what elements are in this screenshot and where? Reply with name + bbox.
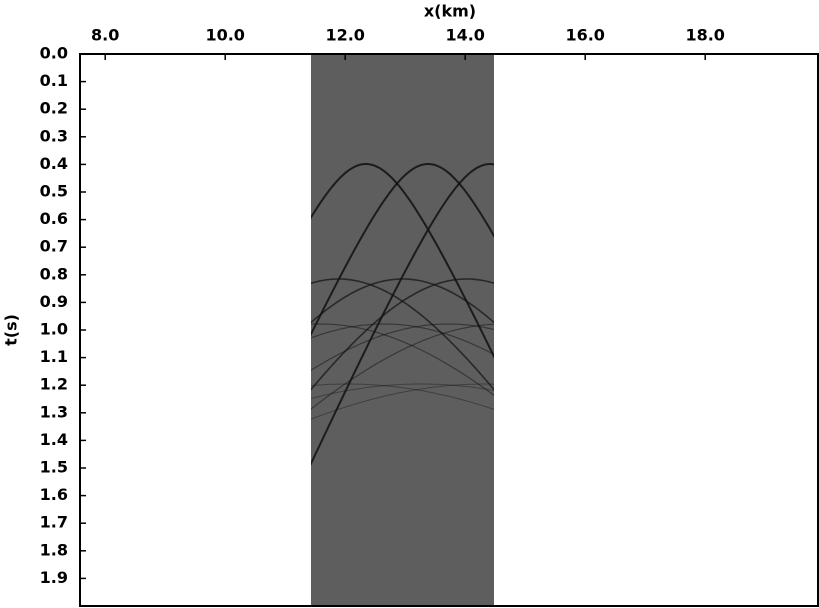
x-tick-label: 10.0 <box>205 26 244 45</box>
wavefront <box>311 163 494 466</box>
y-tick-label: 0.8 <box>40 264 68 283</box>
wavefields <box>311 163 494 466</box>
wavefront <box>311 383 494 400</box>
y-tick-label: 1.0 <box>40 320 68 339</box>
x-axis-label: x(km) <box>424 2 476 21</box>
y-tick-label: 1.8 <box>40 540 68 559</box>
y-tick-label: 0.2 <box>40 99 68 118</box>
y-tick-label: 0.9 <box>40 292 68 311</box>
y-tick-label: 1.6 <box>40 485 68 504</box>
wavefront <box>311 383 494 420</box>
y-tick-label: 0.3 <box>40 126 68 145</box>
wavefront <box>311 278 494 391</box>
y-tick-label: 0.1 <box>40 71 68 90</box>
y-tick-label: 0.0 <box>40 44 68 63</box>
y-tick-label: 0.7 <box>40 237 68 256</box>
wavefront <box>311 383 494 410</box>
y-tick-label: 0.6 <box>40 209 68 228</box>
image <box>311 54 494 579</box>
wavefront <box>311 323 494 410</box>
y-tick-label: 1.1 <box>40 347 68 366</box>
y-tick-label: 1.9 <box>40 568 68 587</box>
wavefront <box>311 323 494 371</box>
x-tick-label: 18.0 <box>685 26 724 45</box>
y-tick-label: 0.4 <box>40 154 68 173</box>
wavefront <box>311 323 494 356</box>
wavefront <box>311 163 494 359</box>
wavefront <box>311 323 494 396</box>
x-tick-label: 14.0 <box>445 26 484 45</box>
y-tick-label: 1.4 <box>40 430 68 449</box>
x-tick-label: 16.0 <box>565 26 604 45</box>
wavefront <box>311 163 494 337</box>
x-tick-label: 8.0 <box>91 26 119 45</box>
y-tick-label: 1.2 <box>40 375 68 394</box>
y-tick-label: 1.5 <box>40 458 68 477</box>
y-tick-label: 0.5 <box>40 182 68 201</box>
wavefront <box>311 278 494 324</box>
y-tick-label: 1.7 <box>40 513 68 532</box>
x-tick-label: 12.0 <box>325 26 364 45</box>
y-axis-label: t(s) <box>2 314 21 346</box>
y-tick-label: 1.3 <box>40 402 68 421</box>
